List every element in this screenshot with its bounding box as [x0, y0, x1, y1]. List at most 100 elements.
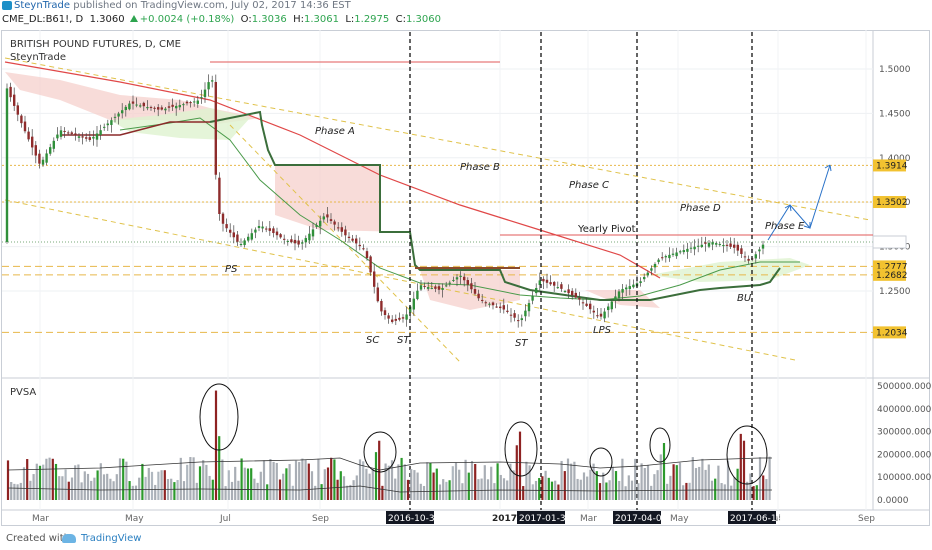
volume-bar	[323, 469, 326, 500]
candle-body	[610, 301, 613, 310]
volume-highlight-circle	[726, 425, 768, 485]
volume-bar	[624, 486, 627, 500]
volume-bar	[576, 478, 579, 500]
volume-bar	[758, 457, 762, 500]
volume-bar	[179, 457, 182, 500]
candle-body	[225, 224, 228, 229]
volume-bar	[214, 390, 218, 500]
created-with-text: Created with	[6, 533, 70, 544]
volume-bar	[397, 464, 400, 500]
volume-bar	[211, 479, 214, 500]
volume-bar	[35, 463, 38, 500]
candle-body	[95, 133, 99, 140]
volume-bar	[342, 476, 346, 500]
volume-bar	[656, 470, 659, 500]
candle-body	[193, 101, 196, 103]
volume-bar	[362, 461, 365, 500]
candle-body	[236, 234, 239, 242]
candle-body	[754, 254, 757, 259]
volume-average-upper	[7, 457, 772, 471]
volume-bar	[646, 465, 650, 500]
candle-body	[149, 107, 153, 109]
volume-bar	[538, 478, 541, 500]
candle-body	[329, 219, 333, 221]
volume-bar	[227, 470, 230, 500]
candle-body	[301, 242, 304, 244]
candle-body	[495, 306, 498, 308]
candle-body	[355, 238, 358, 244]
open-value: 1.3036	[251, 14, 287, 25]
volume-bar	[733, 477, 736, 500]
volume-bar	[400, 457, 403, 500]
candle-body	[614, 296, 617, 301]
volume-bar	[704, 469, 707, 500]
volume-bar	[99, 463, 102, 500]
volume-bar	[653, 474, 656, 500]
candle-body	[103, 126, 106, 128]
date-marker-box	[517, 511, 565, 524]
candle-body	[322, 216, 325, 220]
candle-body	[56, 134, 59, 139]
volume-tick-label: 300000.0000	[877, 428, 932, 438]
volume-tick-label: 100000.0000	[877, 473, 932, 483]
volume-bar	[659, 454, 662, 500]
date-marker-text: 2017-04-03	[615, 514, 667, 524]
candle-body	[607, 306, 610, 311]
volume-bar	[451, 466, 454, 500]
candle-body	[272, 228, 275, 234]
arrow-head	[803, 222, 811, 229]
volume-bar	[602, 472, 605, 500]
volume-bar	[403, 464, 406, 500]
volume-bar	[502, 478, 506, 500]
candle-body	[52, 140, 55, 149]
candle-body	[596, 315, 599, 317]
high-value: 1.3061	[303, 14, 339, 25]
candle-body	[304, 238, 307, 243]
candle-body	[481, 299, 484, 301]
candle-body	[452, 279, 455, 281]
candle-body	[517, 320, 520, 322]
candle-body	[315, 225, 318, 227]
candle-body	[617, 291, 621, 299]
published-text: published on TradingView.com, July 02, 2…	[73, 0, 351, 11]
volume-bar	[678, 462, 682, 500]
candle-body	[715, 243, 718, 245]
volume-bar	[74, 465, 77, 500]
candle-body	[157, 107, 160, 110]
candle-body	[387, 315, 390, 319]
candle-body	[419, 285, 423, 290]
volume-bar	[483, 465, 486, 500]
volume-bar	[634, 458, 637, 500]
volume-bar	[374, 452, 378, 500]
price-label-text: 1.2682	[876, 271, 908, 281]
volume-axis: 500000.0000 400000.0000 300000.0000 200000.…	[877, 382, 932, 506]
volume-bar	[26, 459, 29, 500]
tradingview-brand[interactable]: TradingView	[81, 533, 142, 544]
candle-body	[747, 258, 750, 261]
volume-bar	[45, 458, 48, 500]
phase-b-label: Phase B	[460, 162, 500, 173]
volume-bar	[694, 468, 698, 500]
volume-highlight-circle	[589, 447, 613, 477]
kijun-line	[209, 110, 781, 301]
volume-bar	[243, 467, 246, 500]
candle-body	[308, 233, 311, 241]
volume-bar	[106, 473, 109, 500]
author-link[interactable]: SteynTrade	[14, 0, 71, 11]
volume-bar	[336, 479, 339, 500]
volume-bar	[528, 465, 531, 500]
candle-body	[693, 246, 696, 250]
candle-body	[668, 254, 671, 259]
volume-bar	[150, 471, 154, 500]
candle-body	[297, 240, 300, 245]
candle-body	[686, 248, 689, 252]
candle-body	[653, 264, 657, 268]
candle-body	[434, 286, 437, 289]
volume-bar	[330, 457, 333, 500]
volume-bar	[141, 463, 144, 500]
volume-bar	[512, 470, 515, 500]
candle-body	[59, 130, 63, 137]
candle-body	[621, 288, 624, 293]
volume-tick-label: 200000.0000	[877, 450, 932, 460]
